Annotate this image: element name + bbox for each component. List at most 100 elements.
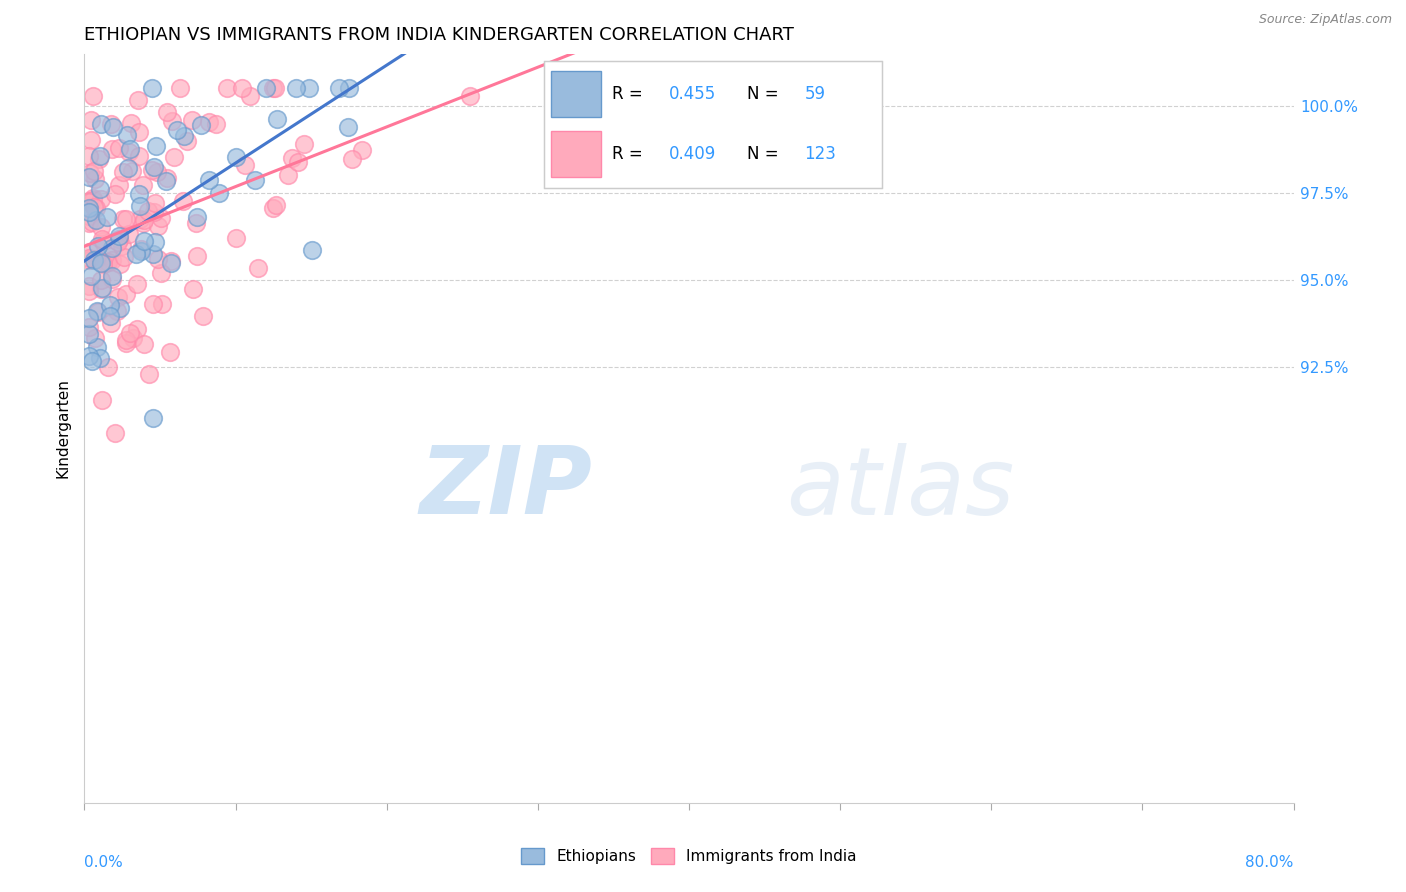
Point	[83, 200, 105, 214]
Point	[141, 162, 163, 177]
Point	[186, 249, 208, 263]
Point	[100, 298, 122, 312]
Point	[83, 164, 105, 178]
Point	[166, 123, 188, 137]
Point	[231, 81, 253, 95]
Point	[80, 268, 103, 283]
Point	[112, 250, 135, 264]
Point	[132, 216, 155, 230]
Point	[142, 411, 165, 425]
Point	[134, 213, 156, 227]
Point	[77, 148, 100, 162]
Point	[90, 273, 112, 287]
Point	[104, 186, 127, 201]
Point	[136, 203, 159, 218]
Point	[91, 232, 114, 246]
Point	[173, 128, 195, 143]
Point	[90, 255, 112, 269]
Point	[225, 230, 247, 244]
Point	[138, 368, 160, 382]
Point	[160, 253, 183, 268]
Point	[114, 211, 136, 226]
Point	[107, 141, 129, 155]
Point	[82, 354, 104, 368]
Point	[145, 139, 167, 153]
Point	[100, 316, 122, 330]
Point	[83, 330, 105, 344]
Point	[264, 81, 287, 95]
Point	[108, 301, 131, 316]
Point	[104, 425, 127, 440]
Point	[114, 287, 136, 301]
Point	[112, 165, 135, 179]
Point	[101, 268, 124, 283]
Point	[77, 216, 100, 230]
Point	[114, 336, 136, 351]
Point	[125, 247, 148, 261]
Text: ZIP: ZIP	[419, 442, 592, 534]
Point	[181, 282, 204, 296]
Point	[96, 210, 118, 224]
Point	[120, 142, 142, 156]
Point	[198, 173, 221, 187]
Point	[77, 210, 100, 224]
Point	[204, 117, 226, 131]
Point	[117, 161, 139, 175]
Point	[118, 326, 141, 340]
Point	[340, 152, 363, 166]
Point	[146, 252, 169, 266]
Point	[155, 173, 177, 187]
Point	[121, 164, 143, 178]
Point	[91, 281, 114, 295]
Point	[264, 198, 287, 212]
Point	[129, 244, 152, 258]
Point	[89, 153, 111, 167]
Point	[86, 340, 108, 354]
Point	[87, 304, 110, 318]
Point	[143, 205, 166, 219]
Point	[118, 227, 141, 241]
Point	[77, 327, 100, 342]
Point	[128, 125, 150, 139]
Point	[112, 212, 135, 227]
Point	[292, 136, 315, 151]
Point	[181, 112, 204, 127]
Point	[82, 193, 104, 207]
Point	[458, 88, 481, 103]
Point	[115, 333, 138, 347]
Point	[94, 256, 117, 270]
Point	[129, 212, 152, 227]
Y-axis label: Kindergarten: Kindergarten	[55, 378, 70, 478]
Point	[239, 89, 262, 103]
Point	[159, 345, 181, 359]
Point	[96, 255, 118, 269]
Point	[77, 201, 100, 215]
Point	[89, 351, 111, 365]
Point	[190, 118, 212, 132]
Point	[77, 285, 100, 299]
Point	[567, 81, 589, 95]
Point	[108, 232, 131, 246]
Point	[91, 235, 114, 249]
Point	[90, 117, 112, 131]
Point	[79, 166, 101, 180]
Point	[142, 246, 165, 260]
Point	[301, 243, 323, 257]
Point	[225, 150, 247, 164]
Point	[115, 128, 138, 142]
Point	[176, 134, 198, 148]
Point	[90, 282, 112, 296]
Point	[197, 115, 219, 129]
Point	[163, 150, 186, 164]
Point	[287, 154, 309, 169]
Point	[337, 120, 360, 134]
Point	[83, 253, 105, 268]
Point	[285, 81, 308, 95]
Point	[132, 336, 155, 351]
Point	[243, 173, 266, 187]
Text: ETHIOPIAN VS IMMIGRANTS FROM INDIA KINDERGARTEN CORRELATION CHART: ETHIOPIAN VS IMMIGRANTS FROM INDIA KINDE…	[84, 26, 794, 44]
Point	[254, 81, 277, 95]
Point	[77, 311, 100, 326]
Point	[108, 229, 131, 244]
Point	[97, 360, 120, 375]
